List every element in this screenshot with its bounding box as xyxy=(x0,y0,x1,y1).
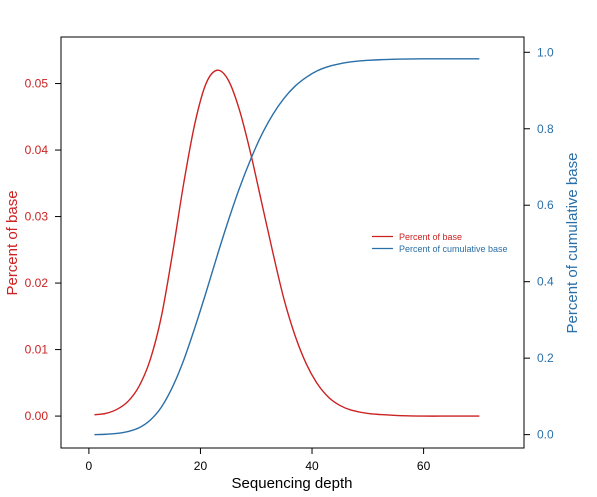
series-line-percent-of-cumulative-base xyxy=(94,58,480,436)
y-axis-left-title: Percent of base xyxy=(4,190,21,295)
y-axis-left: 0.00 0.01 0.02 0.03 0.04 0.05 xyxy=(25,77,61,423)
x-tick-label: 40 xyxy=(305,459,319,473)
x-axis: 0 20 40 60 xyxy=(86,448,431,473)
y-axis-right: 0.0 0.2 0.4 0.6 0.8 1.0 xyxy=(524,45,554,442)
y-left-tick-label: 0.01 xyxy=(25,343,49,357)
y-left-tick-label: 0.03 xyxy=(25,210,49,224)
y-left-tick-label: 0.02 xyxy=(25,276,49,290)
y-axis-right-title: Percent of cumulative base xyxy=(564,153,581,334)
y-left-tick-label: 0.00 xyxy=(25,409,49,423)
y-right-tick-label: 0.8 xyxy=(537,122,554,136)
y-right-tick-label: 1.0 xyxy=(537,45,554,59)
legend: Percent of base Percent of cumulative ba… xyxy=(372,232,508,254)
x-tick-label: 60 xyxy=(417,459,431,473)
series-layer xyxy=(94,58,480,436)
y-right-tick-label: 0.0 xyxy=(537,428,554,442)
y-left-tick-label: 0.04 xyxy=(25,143,49,157)
series-line-percent-of-base xyxy=(94,69,480,417)
x-tick-label: 20 xyxy=(194,459,208,473)
y-right-tick-label: 0.2 xyxy=(537,351,554,365)
x-tick-label: 0 xyxy=(86,459,93,473)
x-axis-title: Sequencing depth xyxy=(232,475,353,492)
y-right-tick-label: 0.4 xyxy=(537,275,554,289)
legend-label-percent-of-base: Percent of base xyxy=(399,232,462,242)
plot-area xyxy=(60,36,525,449)
y-left-tick-label: 0.05 xyxy=(25,77,49,91)
legend-label-percent-of-cumulative-base: Percent of cumulative base xyxy=(399,244,508,254)
y-right-tick-label: 0.6 xyxy=(537,198,554,212)
